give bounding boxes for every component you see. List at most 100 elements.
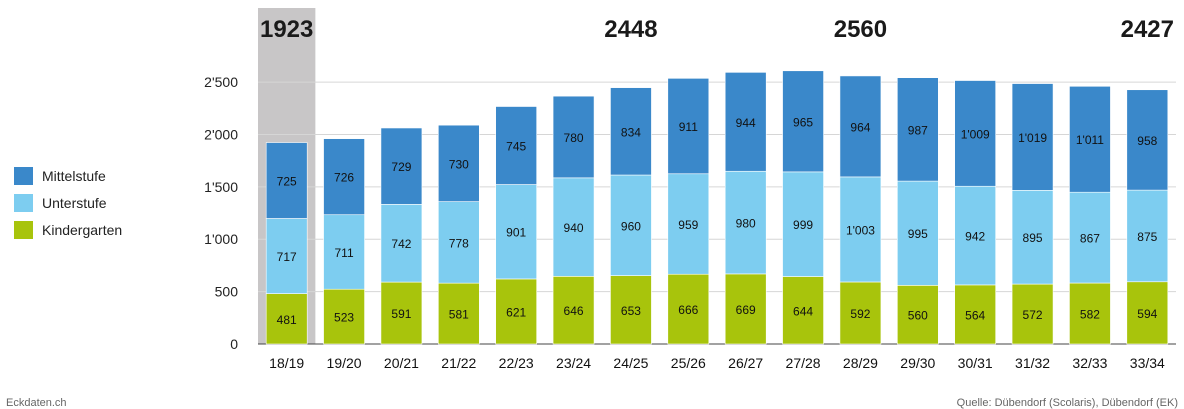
data-label: 564 (965, 308, 985, 322)
y-tick-label: 500 (215, 284, 239, 300)
data-label: 999 (793, 218, 813, 232)
x-tick-label: 28/29 (843, 355, 878, 371)
x-tick-label: 26/27 (728, 355, 763, 371)
data-label: 572 (1023, 308, 1043, 322)
legend-label-mittelstufe: Mittelstufe (42, 168, 106, 184)
x-tick-label: 24/25 (613, 355, 648, 371)
data-label: 964 (850, 120, 870, 134)
data-label: 867 (1080, 232, 1100, 246)
data-label: 1'019 (1018, 131, 1047, 145)
data-label: 653 (621, 304, 641, 318)
data-label: 944 (736, 116, 756, 130)
data-label: 1'011 (1076, 133, 1104, 147)
y-tick-label: 1'500 (204, 179, 238, 195)
bar-segment-unterstufe (782, 171, 824, 277)
bar-segment-unterstufe (323, 214, 365, 290)
data-label: 778 (449, 236, 469, 250)
legend-swatch-kindergarten (14, 221, 33, 239)
x-tick-label: 31/32 (1015, 355, 1050, 371)
bar-segment-mittelstufe (897, 77, 939, 182)
bar-segment-mittelstufe (1126, 89, 1169, 191)
data-label: 901 (506, 226, 526, 240)
bar-segment-kindergarten (610, 275, 652, 345)
bar-segment-mittelstufe (380, 127, 423, 205)
x-tick-label: 22/23 (499, 355, 534, 371)
data-label: 911 (679, 120, 698, 134)
x-tick-label: 30/31 (958, 355, 993, 371)
bar-segment-kindergarten (1126, 281, 1169, 345)
bar-segment-mittelstufe (323, 138, 365, 216)
bar-segment-mittelstufe (667, 78, 710, 175)
legend-item-kindergarten: Kindergarten (14, 221, 122, 239)
bar-segment-mittelstufe (610, 87, 652, 176)
data-label: 942 (965, 230, 985, 244)
footer-brand: Eckdaten.ch (6, 397, 67, 409)
bar-segment-kindergarten (724, 273, 767, 345)
bar-segment-mittelstufe (782, 70, 824, 173)
total-label: 2560 (834, 16, 887, 43)
bar-segment-mittelstufe (954, 80, 996, 187)
data-label: 621 (506, 305, 526, 319)
bar-segment-mittelstufe (495, 106, 537, 185)
x-tick-label: 23/24 (556, 355, 591, 371)
x-tick-label: 29/30 (900, 355, 935, 371)
bar-segment-mittelstufe (839, 75, 882, 178)
bar-segment-kindergarten (954, 284, 996, 345)
bar-segment-unterstufe (552, 177, 595, 277)
x-tick-label: 27/28 (786, 355, 821, 371)
footer-source: Quelle: Dübendorf (Scolaris), Dübendorf … (956, 397, 1178, 409)
data-label: 725 (277, 175, 297, 189)
y-tick-label: 1'000 (204, 231, 238, 247)
bar-segment-unterstufe (1069, 191, 1111, 284)
bar-segment-mittelstufe (552, 95, 595, 179)
data-label: 523 (334, 311, 354, 325)
data-label: 834 (621, 125, 641, 139)
bar-segment-mittelstufe (1069, 85, 1111, 193)
bar-segment-kindergarten (495, 278, 537, 345)
data-label: 669 (736, 303, 756, 317)
bar-segment-unterstufe (380, 204, 423, 283)
bar-segment-unterstufe (610, 174, 652, 276)
bar-segment-kindergarten (782, 276, 824, 345)
bar-segment-unterstufe (1011, 190, 1054, 285)
x-tick-label: 18/19 (269, 355, 304, 371)
data-label: 960 (621, 219, 641, 233)
total-label: 2427 (1121, 16, 1174, 43)
data-label: 958 (1137, 134, 1157, 148)
bar-segment-unterstufe (495, 184, 537, 280)
data-label: 780 (564, 131, 584, 145)
data-label: 940 (564, 221, 584, 235)
data-label: 1'003 (846, 223, 875, 237)
bar-segment-kindergarten (323, 288, 365, 345)
data-label: 726 (334, 171, 354, 185)
data-label: 730 (449, 157, 469, 171)
data-label: 594 (1137, 307, 1157, 321)
total-label: 1923 (260, 16, 313, 43)
legend-swatch-unterstufe (14, 194, 33, 212)
legend-item-mittelstufe: Mittelstufe (14, 167, 122, 185)
x-tick-label: 21/22 (441, 355, 476, 371)
data-label: 729 (391, 160, 411, 174)
data-label: 592 (850, 307, 870, 321)
x-tick-label: 33/34 (1130, 355, 1165, 371)
bar-segment-mittelstufe (438, 124, 480, 202)
data-label: 644 (793, 304, 813, 318)
data-label: 591 (391, 307, 411, 321)
bar-segment-kindergarten (265, 293, 308, 345)
legend-swatch-mittelstufe (14, 167, 33, 185)
bar-segment-mittelstufe (1011, 83, 1054, 191)
data-label: 666 (678, 303, 698, 317)
y-tick-label: 2'000 (204, 126, 238, 142)
data-label: 965 (793, 115, 813, 129)
data-label: 742 (391, 237, 411, 251)
x-tick-label: 25/26 (671, 355, 706, 371)
data-label: 980 (736, 217, 756, 231)
bar-segment-kindergarten (438, 282, 480, 345)
bar-segment-mittelstufe (265, 142, 308, 219)
data-label: 581 (449, 308, 469, 322)
bar-segment-unterstufe (724, 170, 767, 275)
total-label: 2448 (604, 16, 657, 43)
data-label: 1'009 (961, 127, 990, 141)
data-label: 995 (908, 227, 928, 241)
